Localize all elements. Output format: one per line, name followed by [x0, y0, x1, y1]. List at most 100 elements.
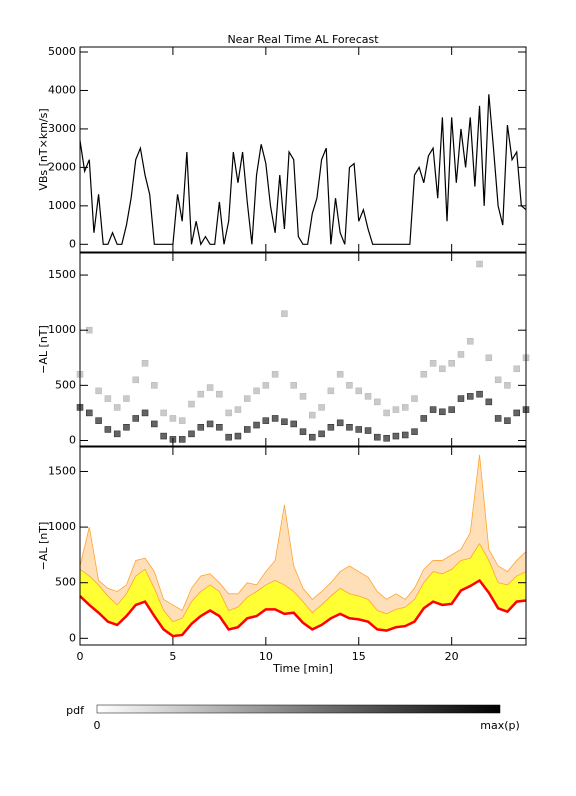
- density-cell: [253, 421, 260, 429]
- colorbar-min: 0: [94, 719, 101, 732]
- density-cell: [104, 395, 112, 402]
- density-cell: [113, 404, 121, 411]
- y-tick-label: 1500: [48, 464, 76, 477]
- density-cell: [420, 371, 428, 378]
- density-cell: [504, 382, 511, 389]
- density-cell: [336, 371, 344, 378]
- density-cell: [178, 436, 186, 443]
- density-cell: [271, 371, 279, 378]
- density-cell: [216, 424, 223, 431]
- plot-frame: [79, 46, 527, 253]
- y-tick-label: 2000: [48, 160, 76, 173]
- y-tick-label: 500: [55, 576, 76, 589]
- y-tick-label: 3000: [48, 122, 76, 135]
- density-cell: [104, 426, 112, 433]
- density-cell: [123, 424, 130, 431]
- density-cell: [86, 409, 93, 417]
- y-tick-label: 0: [69, 237, 76, 250]
- density-cell: [439, 365, 446, 373]
- density-cell: [457, 395, 465, 402]
- density-cell: [234, 406, 242, 413]
- density-cell: [244, 426, 251, 433]
- density-cell: [467, 393, 474, 400]
- x-tick-label: 10: [259, 650, 273, 663]
- band-edge: [79, 542, 527, 623]
- y-tick-label: 0: [69, 631, 76, 644]
- density-cell: [383, 435, 390, 442]
- band-fill: [80, 543, 526, 637]
- density-cell: [281, 310, 288, 317]
- density-cell: [299, 393, 307, 400]
- y-tick-label: 4000: [48, 83, 76, 96]
- density-cell: [225, 433, 232, 441]
- density-cell: [132, 415, 139, 422]
- density-cell: [309, 411, 316, 419]
- density-cell: [448, 406, 455, 413]
- x-tick-label: 15: [352, 650, 366, 663]
- y-tick-label: 0: [69, 433, 76, 446]
- density-cell: [160, 409, 167, 417]
- density-cell: [141, 360, 149, 367]
- density-cell: [262, 417, 270, 424]
- density-cell: [318, 430, 325, 438]
- density-cell: [327, 387, 335, 395]
- density-cell: [346, 424, 353, 431]
- density-cell: [262, 382, 270, 389]
- density-cell: [206, 420, 214, 428]
- density-cell: [401, 404, 409, 411]
- density-cell: [411, 395, 418, 402]
- density-cell: [383, 409, 390, 417]
- density-cell: [309, 433, 316, 441]
- density-cell: [188, 400, 195, 408]
- density-cell: [123, 395, 130, 402]
- density-cell: [290, 382, 297, 389]
- density-cell: [169, 415, 177, 422]
- data-line: [79, 94, 527, 246]
- density-cell: [392, 432, 400, 440]
- y-tick-label: 1000: [48, 199, 76, 212]
- density-cell: [429, 406, 437, 413]
- density-cell: [467, 337, 474, 345]
- density-cell: [160, 432, 167, 440]
- density-cell: [141, 409, 149, 417]
- density-cell: [151, 420, 158, 428]
- chart-title: Near Real Time AL Forecast: [227, 33, 379, 46]
- density-cell: [271, 415, 279, 422]
- density-cell: [364, 393, 372, 400]
- density-cell: [374, 433, 381, 441]
- density-cell: [188, 430, 195, 438]
- density-cell: [346, 382, 353, 389]
- density-cell: [494, 376, 502, 384]
- density-cell: [401, 431, 409, 439]
- median-line: [79, 578, 527, 638]
- density-cell: [281, 418, 288, 425]
- x-tick-label: 20: [445, 650, 459, 663]
- y-axis-label: −AL [nT]: [37, 325, 50, 374]
- y-tick-label: 5000: [48, 45, 76, 58]
- density-cell: [411, 428, 418, 435]
- density-cell: [318, 404, 325, 411]
- density-cell: [299, 428, 307, 435]
- density-cell: [513, 409, 520, 417]
- density-cell: [392, 406, 400, 413]
- density-cell: [476, 390, 483, 398]
- density-cell: [225, 409, 232, 417]
- density-cell: [504, 417, 511, 424]
- band-fill: [80, 454, 526, 637]
- y-tick-label: 500: [55, 378, 76, 391]
- y-tick-label: 1000: [48, 520, 76, 533]
- density-cell: [327, 424, 335, 431]
- plot-frame: [79, 252, 527, 447]
- density-cell: [420, 415, 428, 422]
- density-cell: [476, 260, 483, 268]
- density-cell: [151, 382, 158, 389]
- y-tick-label: 1000: [48, 323, 76, 336]
- density-cell: [355, 426, 362, 433]
- band-edge: [79, 454, 527, 612]
- density-cell: [253, 387, 260, 395]
- density-cell: [234, 432, 242, 440]
- density-cell: [448, 360, 455, 367]
- density-cell: [439, 408, 446, 416]
- density-cell: [485, 354, 493, 362]
